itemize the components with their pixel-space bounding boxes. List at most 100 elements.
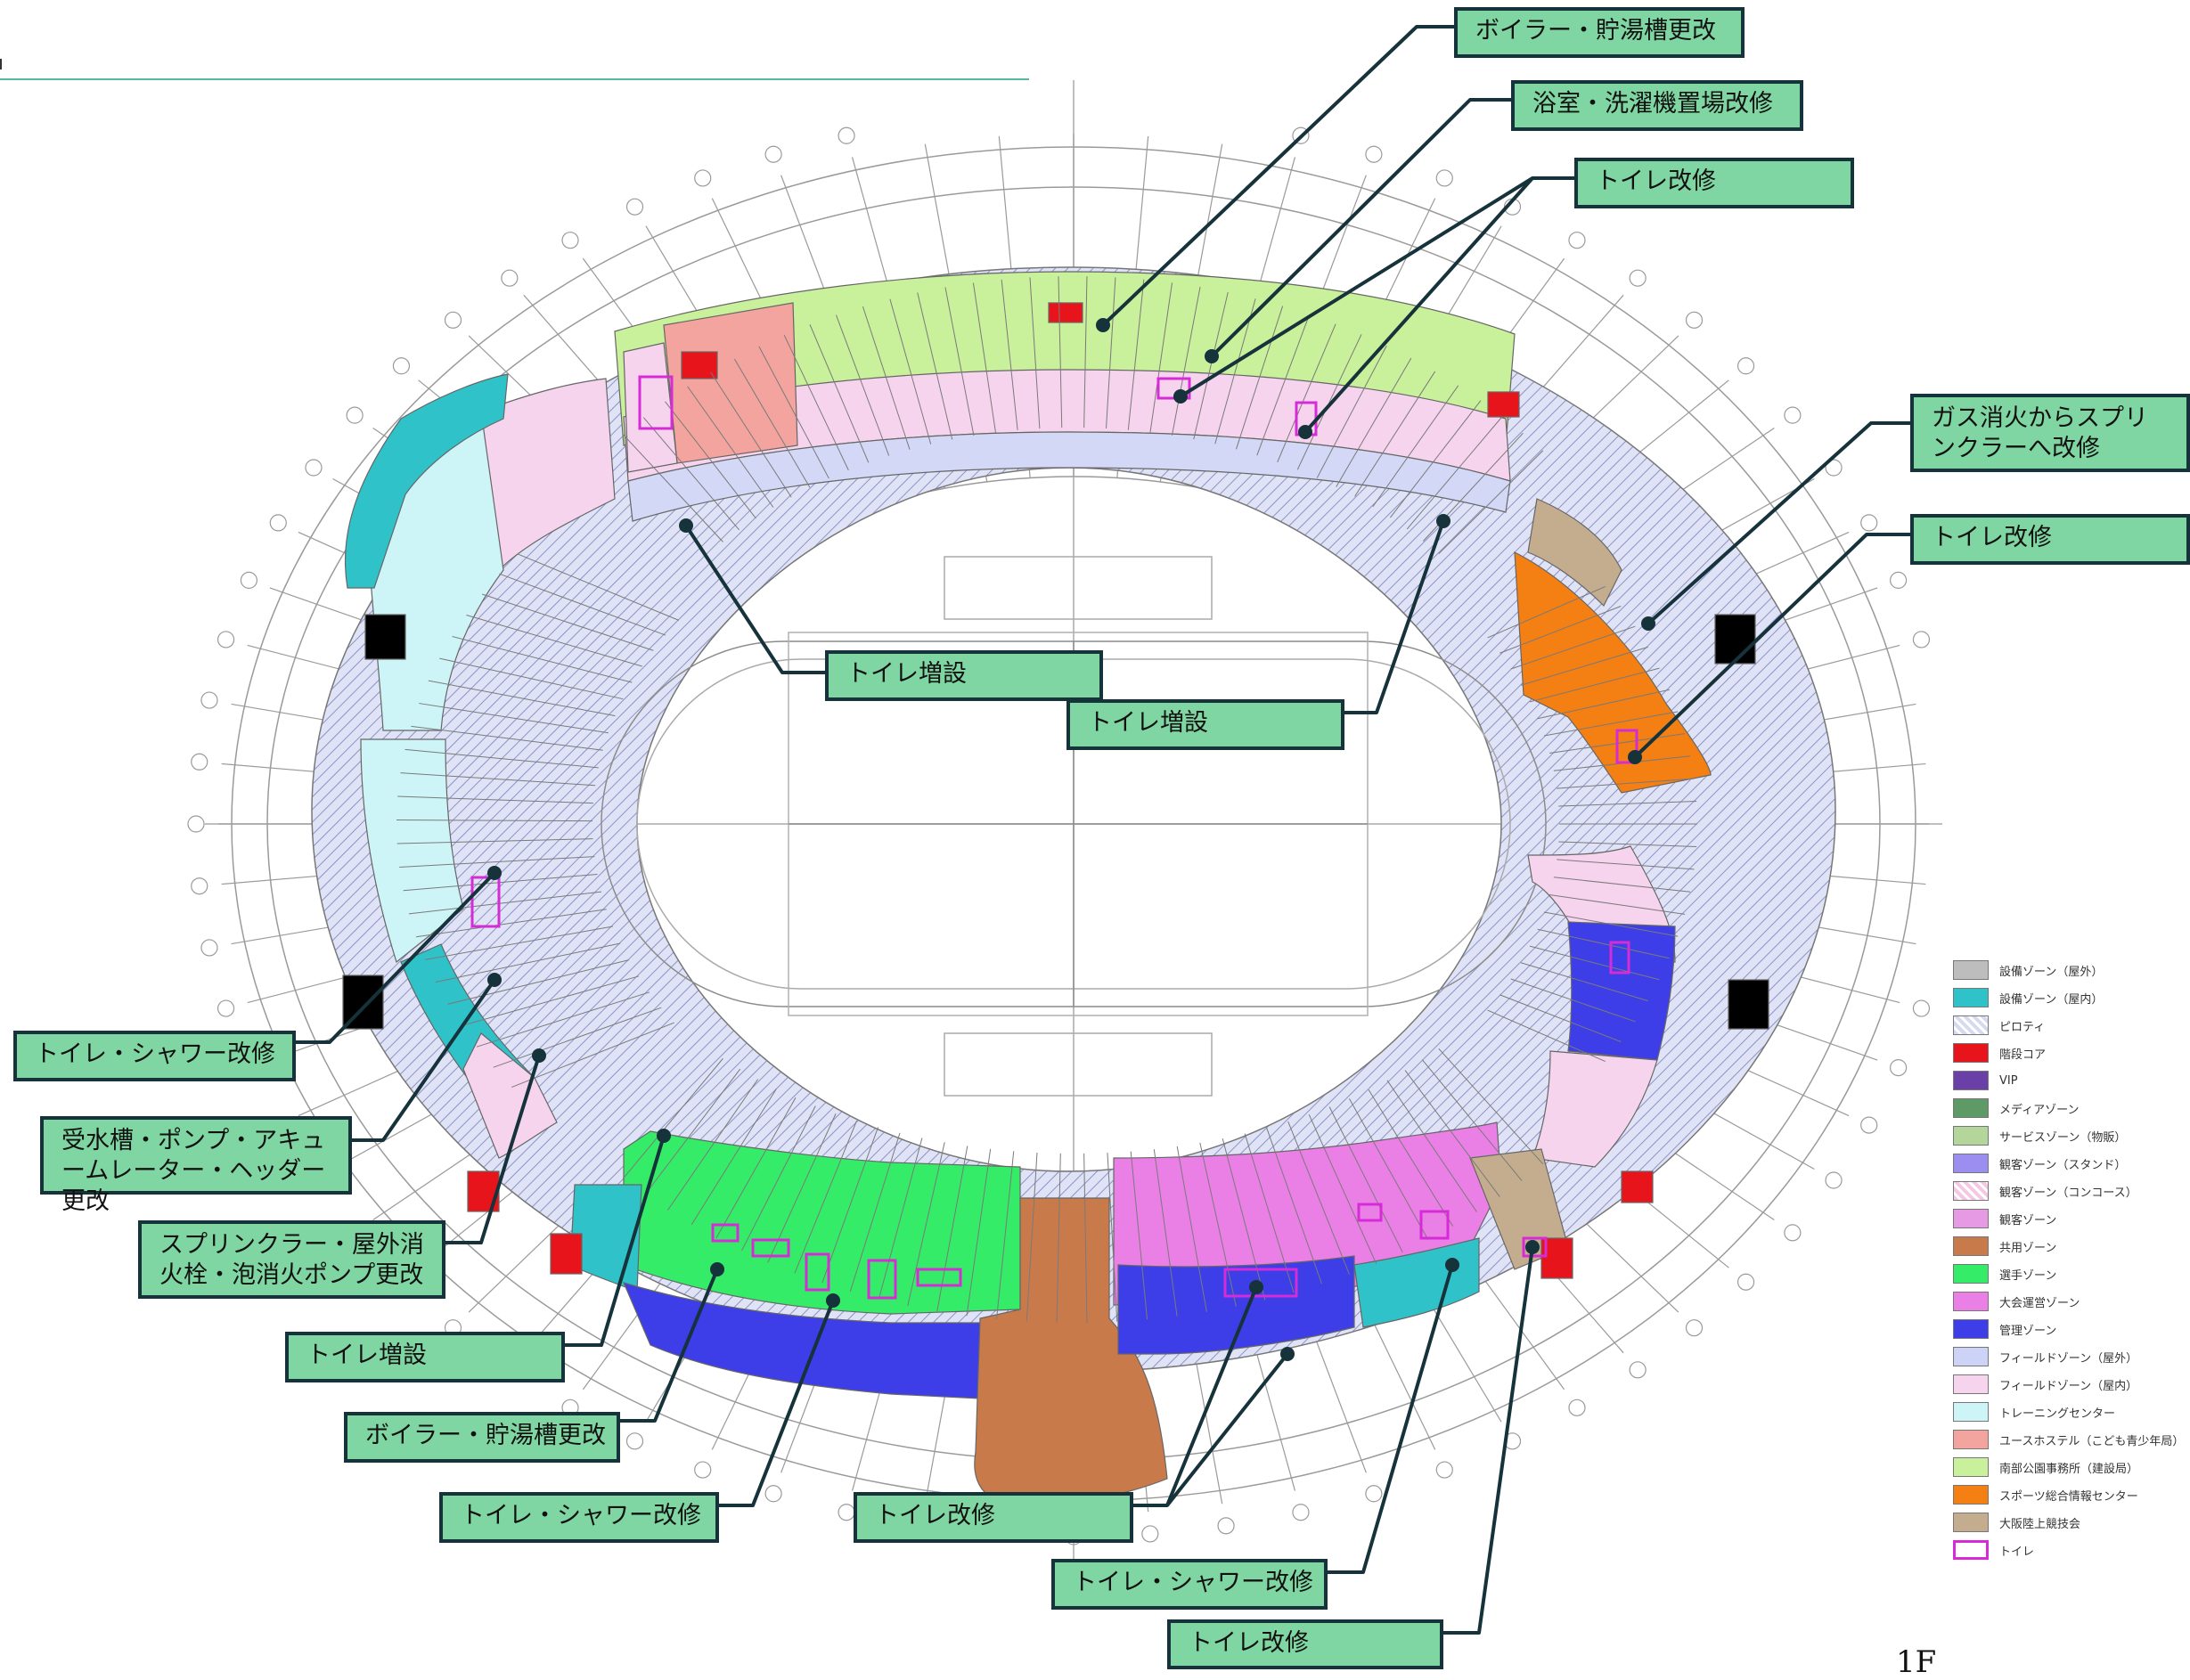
axis-bubble — [1825, 1171, 1843, 1189]
room-partition — [836, 314, 890, 456]
leader-dots — [487, 318, 1655, 1361]
legend-label: 設備ゾーン（屋外） — [1999, 965, 2104, 979]
room-partition — [403, 873, 598, 892]
legend-item: スポーツ総合情報センター — [1953, 1482, 2138, 1507]
callout-bath-laundry: 浴室・洗濯機置場改修 — [1511, 80, 1803, 131]
room-partition — [452, 636, 633, 683]
axis-bubble — [1568, 232, 1586, 249]
legend-label: 設備ゾーン（屋内） — [1999, 992, 2104, 1007]
floor-label: 1F — [1896, 1644, 1937, 1680]
callout-toilet-add-south: トイレ増設 — [285, 1332, 565, 1382]
axis-bubble — [187, 815, 205, 833]
axis-bubble — [561, 232, 579, 249]
callout-toilet-north: トイレ改修 — [1574, 158, 1854, 208]
legend-swatch — [1953, 1485, 1989, 1505]
room-partition — [966, 1148, 992, 1317]
legend-swatch — [1953, 1071, 1989, 1090]
room-partition — [447, 959, 629, 1005]
room-partition — [1499, 994, 1622, 1042]
room-partition — [622, 434, 723, 542]
room-partition — [396, 838, 593, 844]
legend-item: ピロティ — [1953, 1013, 2045, 1038]
legend-label: 観客ゾーン — [1999, 1213, 2057, 1227]
callout-toilet-shower-southeast: トイレ・シャワー改修 — [1051, 1559, 1328, 1610]
room-partition — [1328, 1106, 1403, 1252]
room-partition — [511, 1022, 674, 1089]
axis-bubble — [1629, 1361, 1647, 1379]
axis-bubble — [1825, 459, 1843, 477]
legend-item: 選手ゾーン — [1953, 1261, 2056, 1286]
room-partition — [415, 909, 607, 938]
room-partition — [1244, 1133, 1295, 1293]
legend-item: ユースホステル（こども青少年局） — [1953, 1427, 2184, 1452]
legend-swatch — [1953, 1319, 1989, 1339]
legend-label: フィールドゾーン（屋内） — [1999, 1379, 2138, 1393]
room-partition — [889, 298, 932, 444]
room-partition — [622, 1057, 723, 1179]
room-partition — [1553, 877, 1691, 893]
room-partition — [740, 1105, 816, 1252]
legend-label: 大会運営ゾーン — [1999, 1296, 2080, 1310]
room-partition — [936, 1146, 968, 1312]
legend-item: 設備ゾーン（屋外） — [1953, 958, 2103, 983]
room-partition — [1543, 711, 1679, 737]
axis-bubble — [191, 753, 208, 771]
north-wing — [614, 271, 1520, 522]
legend-item: 観客ゾーン（コンコース） — [1953, 1178, 2137, 1203]
room-partition — [439, 657, 624, 700]
legend-swatch — [1953, 1513, 1989, 1532]
axis-bubble — [392, 357, 411, 375]
field — [601, 556, 1547, 1097]
room-partition — [1404, 1070, 1500, 1197]
axis-bubble — [1365, 1485, 1383, 1503]
legend-item: トイレ — [1953, 1537, 2034, 1562]
axis-bubble — [764, 145, 782, 163]
room-partition — [1438, 450, 1544, 555]
legend-item: 南部公園事務所（建設局） — [1953, 1455, 2138, 1480]
axis-bubble — [1889, 1059, 1908, 1077]
header-mark — [0, 59, 2, 69]
room-partition — [1193, 291, 1229, 440]
room-partition — [1349, 1098, 1429, 1240]
room-partition — [809, 324, 870, 463]
callout-toilet-shower-south: トイレ・シャワー改修 — [439, 1492, 719, 1543]
legend-swatch — [1953, 1374, 1989, 1394]
axis-bubble — [838, 126, 855, 144]
room-partition — [1558, 801, 1697, 807]
legend-item: 管理ゾーン — [1953, 1317, 2056, 1342]
room-partition — [1266, 1128, 1323, 1284]
room-partition — [1529, 667, 1660, 703]
legend-item: 観客ゾーン — [1953, 1206, 2056, 1231]
callout-toilet-shower-west: トイレ・シャワー改修 — [13, 1031, 296, 1081]
callout-sprinkler-hydrant-pump: スプリンクラー・屋外消火栓・泡消火ポンプ更改 — [138, 1220, 445, 1299]
south-wing — [467, 1121, 1573, 1506]
room-partition — [1354, 371, 1436, 497]
room-partition — [691, 1088, 777, 1226]
room-partition — [404, 748, 599, 769]
room-partition — [849, 1132, 901, 1293]
room-partition — [1368, 1089, 1454, 1227]
axis-bubble — [625, 1432, 644, 1450]
room-partition — [1499, 606, 1622, 654]
legend-swatch — [1953, 1154, 1989, 1173]
legend-label: トイレ — [1999, 1545, 2035, 1559]
axis-bubble — [1912, 631, 1931, 648]
legend-label: メディアゾーン — [1999, 1103, 2080, 1117]
axis-bubble — [1435, 169, 1453, 187]
room-partition — [972, 282, 996, 433]
room-partition — [400, 772, 596, 787]
legend-item: VIP — [1953, 1068, 2018, 1093]
room-partition — [1256, 314, 1311, 456]
room-partition — [1510, 625, 1636, 670]
legend-item: 階段コア — [1953, 1040, 2046, 1065]
north-room-grid — [622, 276, 1544, 555]
callout-water-tank-pump: 受水槽・ポンプ・アキュームレーター・ヘッダー更改 — [40, 1116, 352, 1215]
room-partition — [1549, 893, 1686, 915]
legend-swatch — [1953, 1098, 1989, 1118]
legend-swatch — [1953, 1540, 1989, 1560]
axis-bubble — [1784, 406, 1802, 424]
axis-bubble — [217, 631, 235, 648]
room-partition — [917, 292, 953, 440]
axis-bubble — [191, 877, 208, 895]
room-partition — [1537, 689, 1670, 720]
